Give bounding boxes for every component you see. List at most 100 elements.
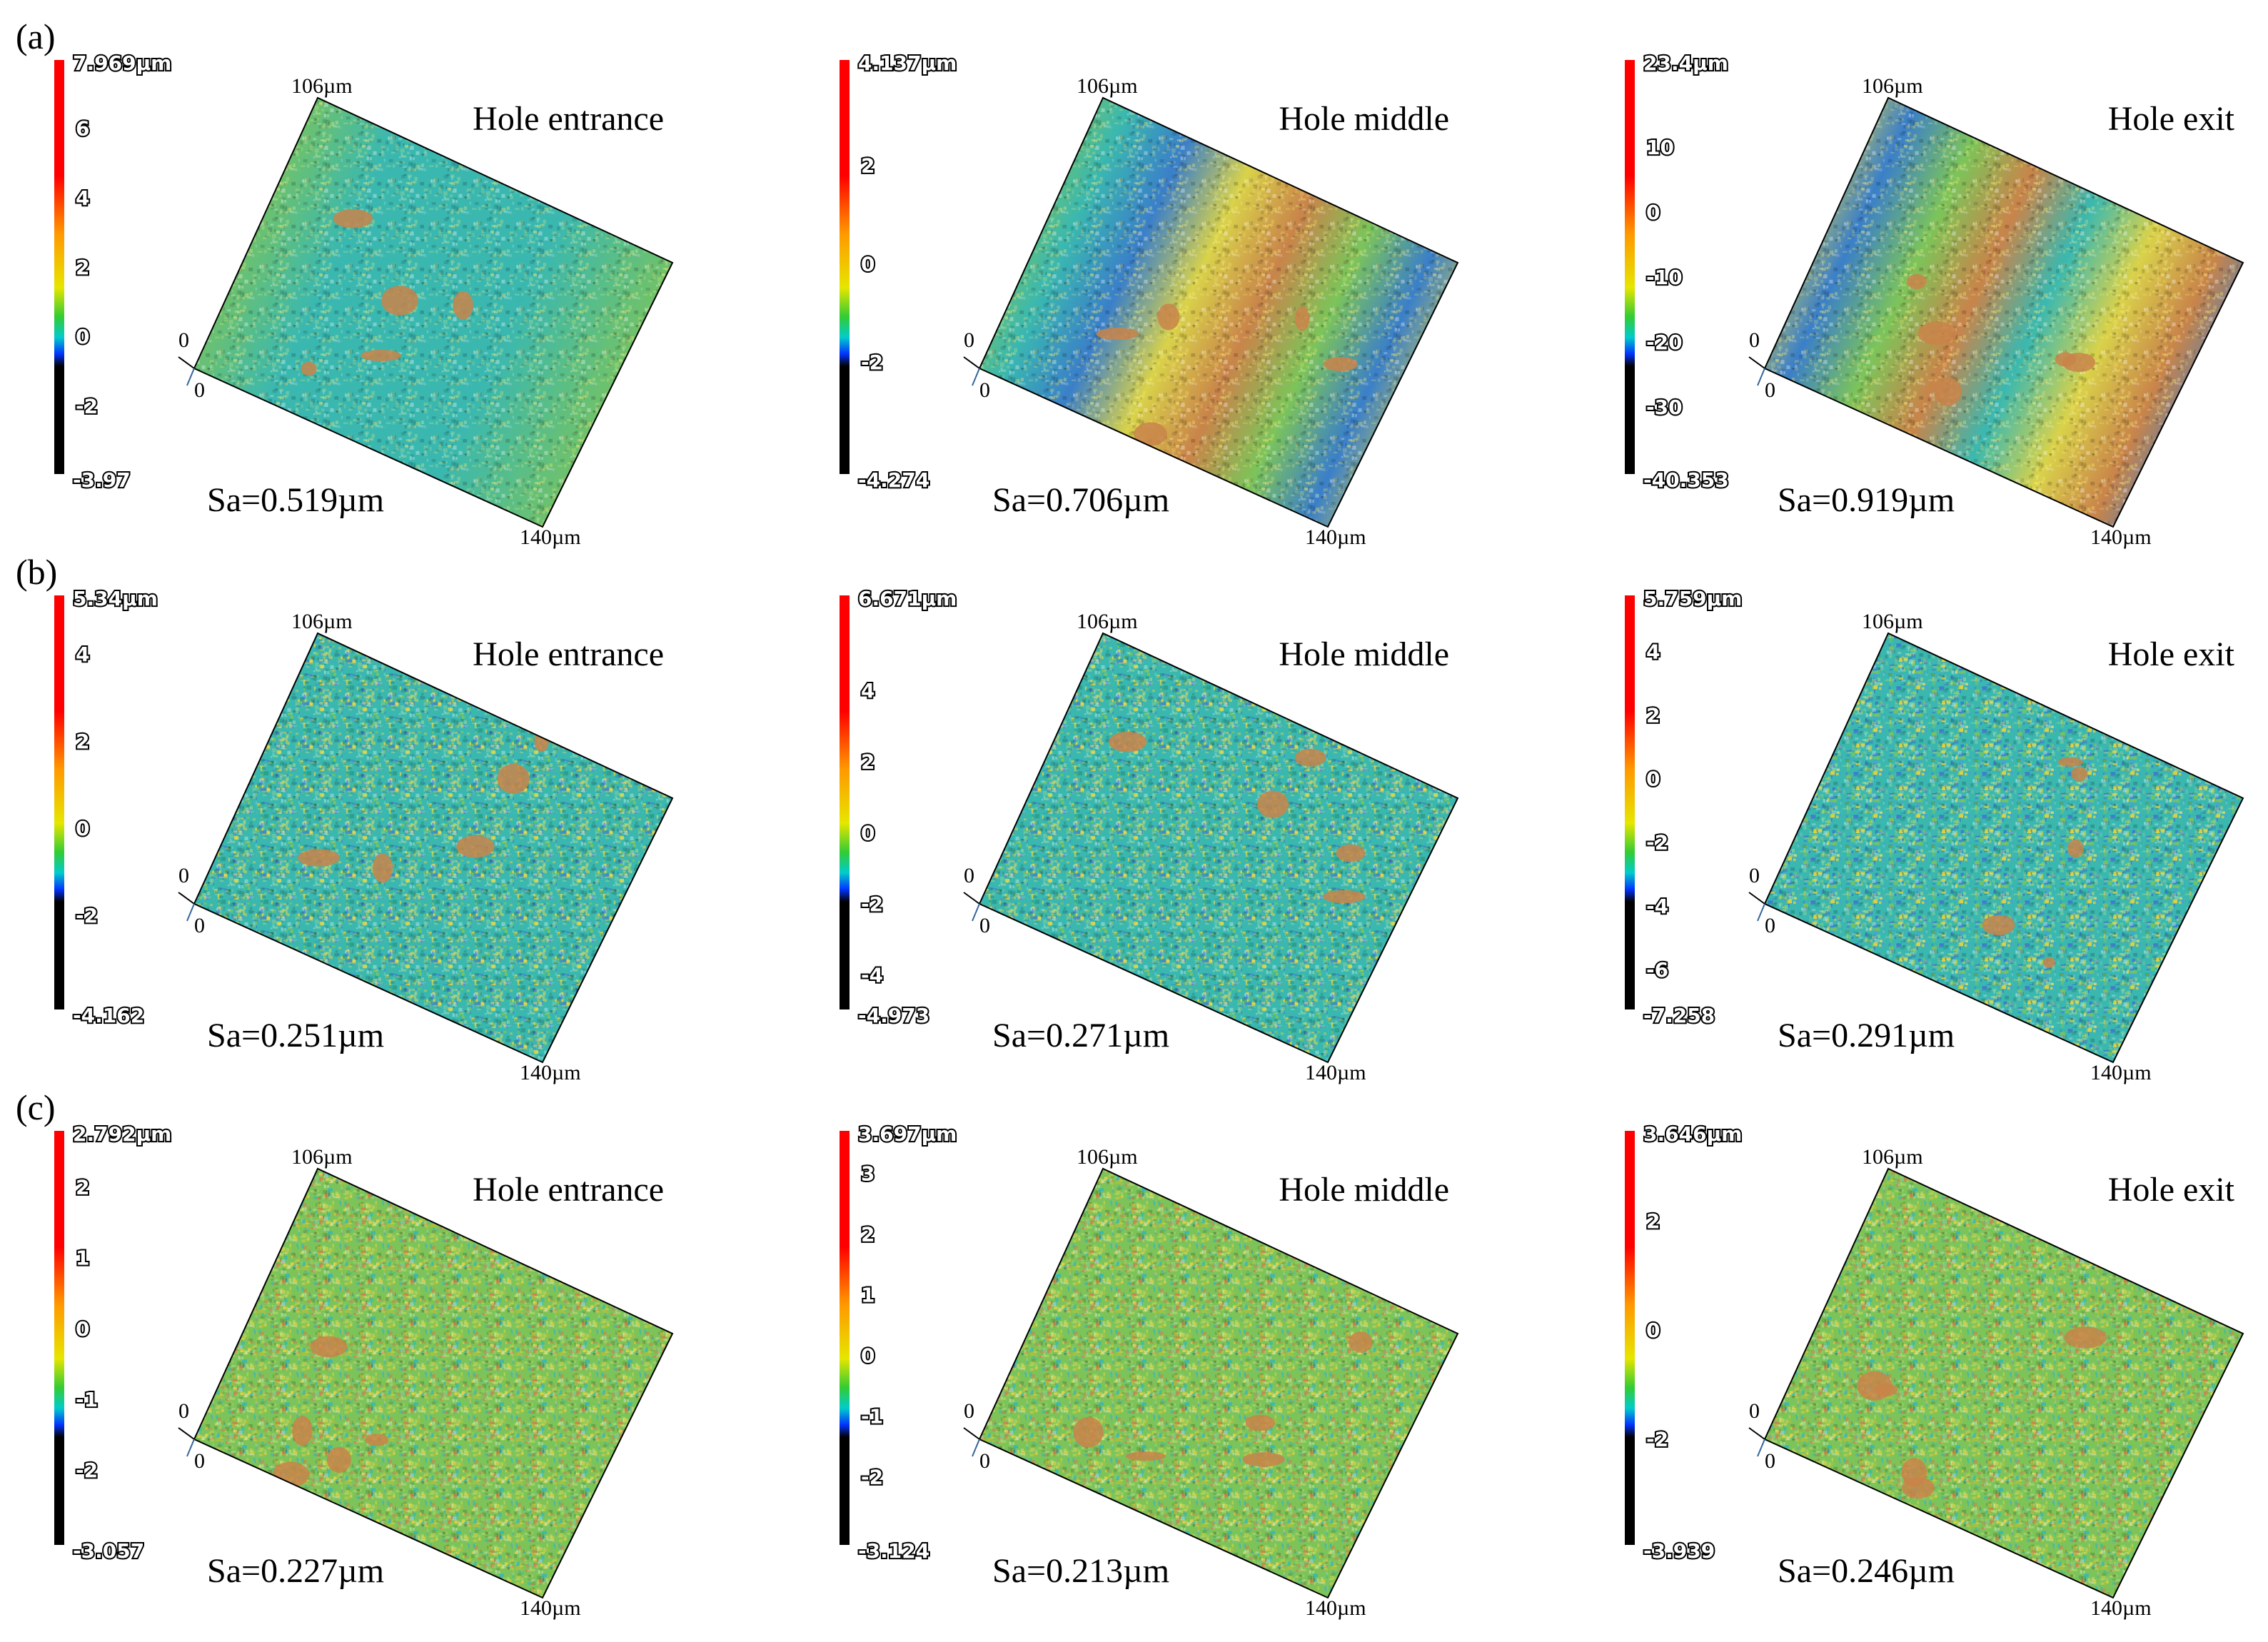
origin-x-label: 0 [1765, 378, 1775, 402]
surface-map [194, 1169, 672, 1598]
scale-max-label: 5.34µm [73, 587, 158, 610]
scale-tick-label: -1 [76, 1388, 98, 1411]
scale-tick-label: -2 [861, 1465, 883, 1489]
origin-axis-line [186, 368, 195, 386]
scale-min-label: -3.057 [73, 1539, 144, 1563]
scale-tick-label: 0 [861, 821, 875, 845]
surface-outline [1763, 1167, 2244, 1599]
scale-tick-label: -2 [861, 351, 883, 374]
scale-min-label: -4.973 [858, 1004, 929, 1027]
origin-axis-line [963, 892, 980, 905]
scale-tick-label: -2 [76, 394, 98, 418]
scale-tick-label: 4 [861, 679, 875, 702]
panel-title: Hole entrance [473, 635, 664, 673]
scale-min-label: -7.258 [1643, 1004, 1715, 1027]
scale-tick-label: -6 [1646, 958, 1668, 982]
surface-outline [193, 1167, 674, 1599]
origin-axis-line [1757, 368, 1765, 386]
scale-tick-label: 0 [76, 1317, 89, 1341]
origin-y-label: 0 [178, 328, 189, 352]
sa-value: Sa=0.706µm [992, 481, 1169, 519]
scale-tick-label: -2 [1646, 831, 1668, 855]
scale-tick-label: 4 [76, 186, 89, 210]
scale-tick-label: 2 [861, 1222, 875, 1246]
surface-panel: 5.34µm 4 2 0 -2 -4.162 106µm 140µm 0 0 Hole entran… [54, 585, 674, 1084]
origin-axis-line [972, 368, 980, 386]
color-scale-bar [54, 60, 64, 474]
color-scale-bar [840, 595, 850, 1009]
sa-value: Sa=0.291µm [1778, 1017, 1955, 1054]
scale-tick-label: 6 [76, 117, 89, 141]
surface-panel: 3.697µm 3 2 1 0 -1 -2 -3.124 106µm 140µm 0 0 Hole mi… [840, 1121, 1459, 1620]
scale-tick-label: 10 [1646, 136, 1674, 159]
panel-title: Hole entrance [473, 1171, 664, 1209]
origin-y-label: 0 [178, 864, 189, 887]
y-extent-label: 106µm [1862, 610, 1923, 633]
surface-map [1765, 1169, 2243, 1598]
origin-x-label: 0 [979, 914, 990, 937]
surface-map [979, 1169, 1458, 1598]
sa-value: Sa=0.213µm [992, 1552, 1169, 1590]
scale-tick-label: -30 [1646, 396, 1683, 419]
origin-axis-line [1757, 1439, 1765, 1457]
origin-x-label: 0 [979, 1449, 990, 1473]
x-extent-label: 140µm [1305, 1596, 1366, 1620]
x-extent-label: 140µm [1305, 1061, 1366, 1084]
figure-row: (b) 5.34µm 4 2 0 -2 -4.162 106µm 140µm 0 0 Hole ent… [16, 552, 2244, 1084]
surface-outline [1763, 96, 2244, 528]
scale-min-label: -3.124 [858, 1539, 929, 1563]
color-scale-bar [54, 1131, 64, 1545]
scale-max-label: 23.4µm [1643, 51, 1728, 75]
scale-tick-label: 2 [861, 153, 875, 177]
color-scale-bar [840, 1131, 850, 1545]
surface-map [979, 633, 1458, 1062]
surface-outline [193, 632, 674, 1064]
color-scale-bar [840, 60, 850, 474]
origin-x-label: 0 [194, 1449, 205, 1473]
panel-title: Hole exit [2108, 635, 2235, 673]
scale-tick-label: -1 [861, 1404, 883, 1428]
surface-panel: 7.969µm 6 4 2 0 -2 -3.97 106µm 140µm 0 0 Hole entra… [54, 50, 674, 549]
scale-tick-label: 2 [1646, 1209, 1660, 1233]
color-scale-bar [54, 595, 64, 1009]
panel-title: Hole exit [2108, 1171, 2235, 1209]
surface-panel: 3.646µm 2 0 -2 -3.939 106µm 140µm 0 0 Hole exit Sa… [1625, 1121, 2244, 1620]
scale-tick-label: 1 [76, 1246, 89, 1270]
y-extent-label: 106µm [291, 610, 353, 633]
sa-value: Sa=0.251µm [207, 1017, 384, 1054]
scale-tick-label: 4 [1646, 640, 1660, 663]
row-label: (c) [16, 1087, 56, 1127]
scale-min-label: -4.274 [858, 468, 929, 492]
scale-max-label: 2.792µm [73, 1122, 171, 1146]
scale-tick-label: 0 [1646, 767, 1660, 791]
scale-max-label: 5.759µm [1643, 587, 1742, 610]
scale-tick-label: -2 [76, 904, 98, 927]
scale-min-label: -40.353 [1643, 468, 1729, 492]
scale-tick-label: 2 [76, 256, 89, 279]
scale-tick-label: 0 [76, 817, 89, 840]
origin-x-label: 0 [194, 378, 205, 402]
sa-value: Sa=0.519µm [207, 481, 384, 519]
x-extent-label: 140µm [520, 525, 581, 549]
y-extent-label: 106µm [1077, 1145, 1138, 1169]
origin-x-label: 0 [979, 378, 990, 402]
color-scale-bar [1625, 60, 1635, 474]
surface-outline [978, 632, 1459, 1064]
scale-tick-label: -2 [76, 1459, 98, 1482]
y-extent-label: 106µm [1077, 74, 1138, 98]
row-label: (b) [16, 552, 57, 592]
origin-axis-line [178, 1427, 195, 1440]
origin-y-label: 0 [964, 328, 974, 352]
sa-value: Sa=0.919µm [1778, 481, 1955, 519]
scale-max-label: 3.697µm [858, 1122, 957, 1146]
surface-map [194, 633, 672, 1062]
scale-tick-label: 4 [76, 643, 89, 666]
row-label: (a) [16, 16, 56, 56]
y-extent-label: 106µm [291, 74, 353, 98]
y-extent-label: 106µm [1862, 74, 1923, 98]
origin-axis-line [178, 356, 195, 369]
scale-tick-label: -2 [1646, 1428, 1668, 1451]
panel-title: Hole exit [2108, 100, 2235, 138]
surface-outline [193, 96, 674, 528]
color-scale-bar [1625, 595, 1635, 1009]
